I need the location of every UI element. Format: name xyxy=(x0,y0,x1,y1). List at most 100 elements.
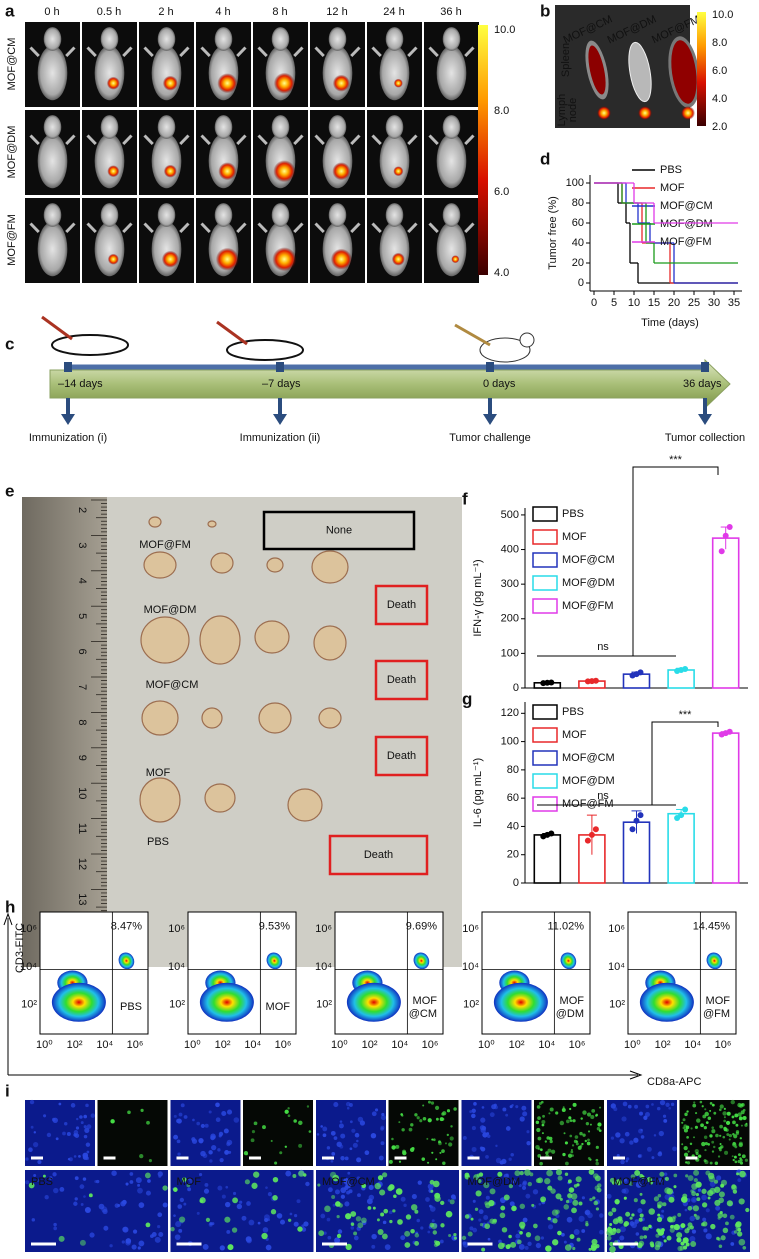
cell xyxy=(251,1182,258,1189)
cell xyxy=(693,1213,697,1217)
cell xyxy=(664,1187,671,1194)
cell xyxy=(703,1159,707,1163)
colorbar-label: 10.0 xyxy=(712,9,733,21)
cell xyxy=(204,1123,209,1128)
cell xyxy=(559,1197,563,1201)
cell xyxy=(634,1169,641,1176)
tumor xyxy=(140,616,190,664)
tumor xyxy=(207,520,217,528)
cell xyxy=(524,1169,531,1176)
mouse-image xyxy=(196,110,251,195)
cell xyxy=(561,1232,565,1237)
cell xyxy=(713,1179,719,1184)
cell xyxy=(581,1196,585,1200)
cell xyxy=(84,1206,91,1213)
cell xyxy=(643,1235,648,1239)
x-tick-label: 10 xyxy=(628,297,640,309)
cell xyxy=(441,1149,445,1153)
cell xyxy=(582,1110,587,1115)
cell xyxy=(146,1120,150,1125)
cell xyxy=(689,1215,696,1222)
cell xyxy=(620,1159,625,1165)
cell xyxy=(685,1125,690,1130)
mouse-image xyxy=(82,198,137,283)
cell xyxy=(326,1146,331,1150)
cell xyxy=(289,1212,293,1216)
mouse-arm xyxy=(428,134,439,146)
tumor xyxy=(254,620,290,654)
cell xyxy=(541,1120,546,1125)
cell xyxy=(654,1240,662,1248)
cell xyxy=(700,1123,704,1128)
legend-label: MOF xyxy=(562,729,587,741)
cell xyxy=(680,1223,686,1229)
cell xyxy=(467,1231,473,1237)
cell xyxy=(588,1247,592,1251)
cell xyxy=(742,1245,747,1250)
data-point xyxy=(682,806,689,813)
cell xyxy=(380,1127,384,1131)
cell xyxy=(178,1228,183,1233)
cell xyxy=(691,1183,698,1190)
group-label: PBS xyxy=(147,836,169,848)
cell xyxy=(520,1225,525,1230)
cell xyxy=(144,1172,151,1179)
cell xyxy=(422,1104,425,1107)
mouse-arm xyxy=(29,222,40,234)
cell xyxy=(158,1174,162,1178)
cell xyxy=(702,1217,707,1222)
cell xyxy=(331,1194,336,1199)
cell xyxy=(711,1129,716,1134)
cell xyxy=(366,1198,373,1205)
cell xyxy=(731,1155,734,1158)
cell xyxy=(592,1196,596,1200)
cell xyxy=(135,1177,142,1184)
cell xyxy=(345,1182,352,1189)
cell xyxy=(76,1117,79,1121)
cell xyxy=(158,1231,164,1237)
cell xyxy=(410,1123,414,1127)
cell xyxy=(129,1180,134,1184)
merged-image xyxy=(25,1170,168,1252)
cell xyxy=(531,1203,535,1207)
cell xyxy=(569,1107,572,1111)
cell xyxy=(251,1130,256,1134)
cell xyxy=(734,1113,739,1118)
cell xyxy=(581,1142,584,1146)
cell xyxy=(410,1204,418,1211)
cell xyxy=(78,1155,81,1158)
cell xyxy=(682,1126,686,1130)
cell xyxy=(557,1230,562,1236)
cell xyxy=(245,1236,252,1243)
y-tick-label: 10² xyxy=(21,999,37,1011)
cell xyxy=(564,1172,569,1176)
cell xyxy=(673,1224,680,1231)
x-tick-label: 10² xyxy=(509,1039,525,1051)
mouse-image xyxy=(424,110,479,195)
group-label: MOF xyxy=(146,767,171,779)
timeline-marker xyxy=(701,362,709,372)
time-label: 0 h xyxy=(44,6,59,18)
mouse-body xyxy=(379,133,410,189)
cell xyxy=(733,1230,738,1234)
legend-label: MOF@DM xyxy=(562,577,615,589)
cell xyxy=(481,1247,486,1252)
cell xyxy=(73,1155,77,1158)
cell xyxy=(320,1213,326,1219)
cell xyxy=(704,1148,707,1152)
cell xyxy=(154,1236,161,1243)
cell xyxy=(671,1224,675,1228)
cell xyxy=(380,1141,385,1146)
cell xyxy=(196,1211,200,1215)
cell xyxy=(729,1214,735,1220)
cell xyxy=(138,1202,145,1208)
cell xyxy=(361,1183,367,1189)
cell xyxy=(208,1150,213,1155)
mouse-body xyxy=(379,45,410,101)
cell xyxy=(575,1142,579,1146)
cell xyxy=(535,1242,542,1249)
cell xyxy=(125,1182,129,1186)
cell xyxy=(183,1115,188,1119)
cell xyxy=(336,1141,342,1148)
cell xyxy=(487,1221,490,1224)
